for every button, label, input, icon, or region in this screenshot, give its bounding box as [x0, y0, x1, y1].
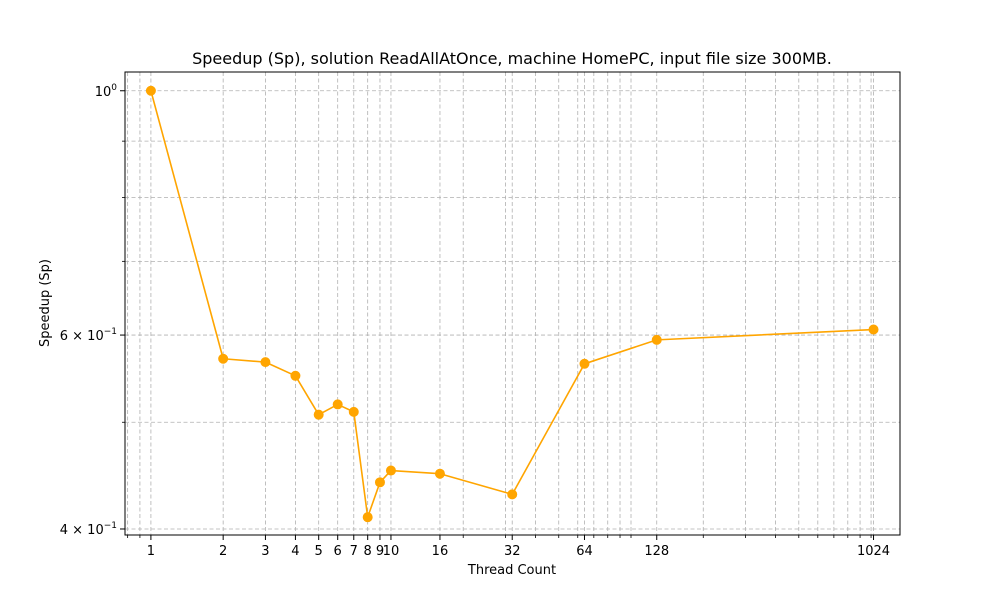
series-layer [145, 85, 879, 523]
grid [125, 72, 900, 535]
x-tick-label: 64 [576, 544, 593, 559]
data-point [374, 477, 385, 488]
x-tick-label: 3 [261, 544, 269, 559]
y-tick-label: 4 × 10−1 [60, 521, 117, 538]
chart-title: Speedup (Sp), solution ReadAllAtOnce, ma… [192, 49, 832, 68]
data-point [385, 465, 396, 476]
data-point [579, 358, 590, 369]
data-point [868, 324, 879, 335]
data-point [313, 409, 324, 420]
data-point [651, 334, 662, 345]
x-tick-label: 1024 [857, 544, 890, 559]
y-tick-label: 100 [95, 83, 118, 100]
x-axis-label: Thread Count [467, 563, 556, 578]
x-tick-label: 8 [364, 544, 372, 559]
x-tick-label: 4 [291, 544, 299, 559]
x-tick-label: 2 [219, 544, 227, 559]
data-point [332, 399, 343, 410]
data-point [260, 357, 271, 368]
axis-ticks: 1 2 3 4 5 6 7 8 910 16 32 64 128 1024 100 6 × 10−1 4 × 1… [60, 83, 890, 559]
data-point [362, 512, 373, 523]
data-point [290, 370, 301, 381]
x-tick-label: 7 [350, 544, 358, 559]
x-tick-label: 32 [504, 544, 521, 559]
y-tick-label: 6 × 10−1 [60, 327, 117, 344]
data-point [218, 353, 229, 364]
x-tick-label: 1 [147, 544, 155, 559]
x-tick-label: 5 [315, 544, 323, 559]
x-tick-label: 9 [376, 544, 384, 559]
data-point [434, 468, 445, 479]
x-tick-label: 6 [334, 544, 342, 559]
x-tick-label: 16 [432, 544, 449, 559]
x-tick-label: 128 [644, 544, 669, 559]
data-point [348, 406, 359, 417]
data-point [145, 85, 156, 96]
data-point [507, 489, 518, 500]
y-axis-label: Speedup (Sp) [38, 259, 53, 347]
x-tick-label: 10 [383, 544, 400, 559]
